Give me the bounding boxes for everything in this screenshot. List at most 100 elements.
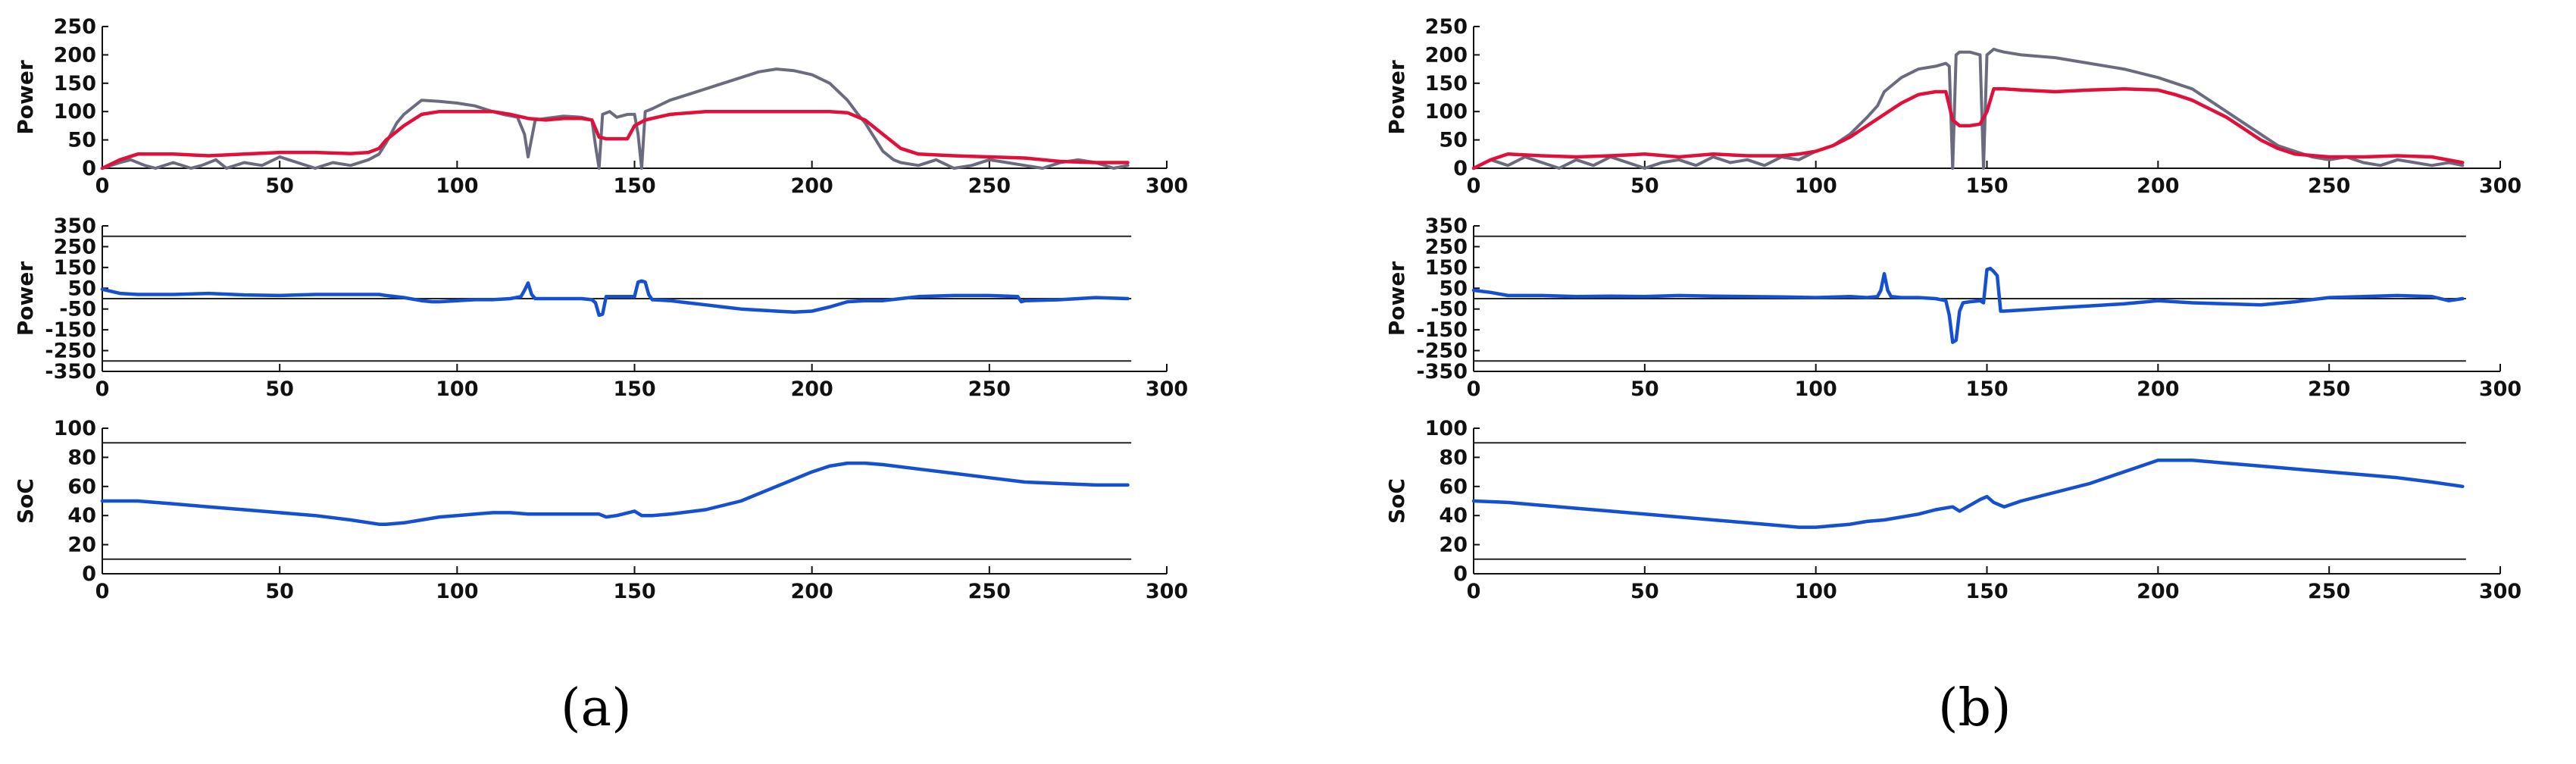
panel-a-state-of-charge-xtick-label-0: 0 — [95, 580, 110, 603]
panel-a-load-and-grid-power-xtick-label-6: 300 — [1146, 174, 1188, 198]
panel-a-battery-power-ytick-label-3: -50 — [59, 298, 96, 321]
panel-b-load-and-grid-power-xtick-label-5: 250 — [2308, 174, 2350, 198]
panel-a-battery-power-series-battery — [100, 279, 1130, 318]
panel-b-load-and-grid-power-xtick-label-4: 200 — [2137, 174, 2179, 198]
panel-a-state-of-charge-xtick-label-2: 100 — [436, 580, 478, 603]
panel-b-state-of-charge: 0 20 40 60 80 100 0 50 100 150 200 250 300 SoC — [1384, 417, 2521, 603]
panel-b-battery-power-ytick-label-0: -350 — [1416, 360, 1468, 384]
panel-b-battery-power-xtick-label-3: 150 — [1965, 377, 2008, 401]
panel-b-state-of-charge-xtick-label-4: 200 — [2137, 580, 2179, 603]
panel-a-load-and-grid-power-ytick-label-2: 100 — [54, 100, 96, 124]
panel-b-state-of-charge-ytick-label-5: 100 — [1425, 417, 1468, 440]
panel-b-load-and-grid-power-ytick-label-3: 150 — [1425, 72, 1468, 96]
panel-a-battery-power-ytick-label-5: 150 — [54, 256, 96, 280]
panel-a-load-and-grid-power-ylabel: Power — [13, 60, 38, 135]
panel-a-state-of-charge-series-soc — [100, 461, 1130, 526]
panel-a-load-and-grid-power: 0 50 100 150 200 250 0 50 100 150 200 250 300 Power — [13, 15, 1188, 198]
panel-a-load-and-grid-power-xtick-label-1: 50 — [265, 174, 294, 198]
panel-a-load-and-grid-power-ytick-label-4: 200 — [54, 43, 96, 67]
panel-b-state-of-charge-xtick-label-3: 150 — [1965, 580, 2008, 603]
panel-b-battery-power-xtick-label-0: 0 — [1467, 377, 1481, 401]
panel-b-state-of-charge-xtick-label-1: 50 — [1630, 580, 1659, 603]
panel-b-battery-power-xtick-label-1: 50 — [1630, 377, 1659, 401]
panel-label-a-text: (a) — [561, 678, 632, 738]
panel-a-battery-power-ytick-label-2: -150 — [45, 318, 96, 342]
panel-a-load-and-grid-power-xtick-label-4: 200 — [790, 174, 833, 198]
panel-a-state-of-charge-xtick-label-5: 250 — [968, 580, 1011, 603]
panel-b-state-of-charge-ytick-label-0: 0 — [1453, 562, 1468, 586]
panel-a-battery-power-xtick-label-1: 50 — [265, 377, 294, 401]
panel-b-battery-power-ytick-label-4: 50 — [1439, 277, 1468, 300]
panel-a-load-and-grid-power-series-load — [101, 67, 1130, 170]
panel-b-state-of-charge-ytick-label-2: 40 — [1439, 504, 1468, 528]
panel-a-state-of-charge-xtick-label-3: 150 — [613, 580, 655, 603]
panel-a-state-of-charge: 0 20 40 60 80 100 0 50 100 150 200 250 300 SoC — [13, 417, 1188, 603]
panel-a-battery-power-xtick-label-5: 250 — [968, 377, 1011, 401]
panel-b-state-of-charge-xtick-label-2: 100 — [1794, 580, 1837, 603]
panel-a-load-and-grid-power-xtick-label-2: 100 — [436, 174, 478, 198]
panel-label-b: (b) — [1938, 678, 2012, 738]
panel-b-load-and-grid-power-xtick-label-6: 300 — [2479, 174, 2521, 198]
panel-a-load-and-grid-power-ytick-label-0: 0 — [82, 157, 96, 180]
panel-a-battery-power-ytick-label-6: 250 — [54, 235, 96, 258]
panel-b-load-and-grid-power-xtick-label-2: 100 — [1794, 174, 1837, 198]
panel-a-load-and-grid-power-ytick-label-1: 50 — [67, 129, 96, 152]
panel-b-battery-power-ytick-label-1: -250 — [1416, 340, 1468, 363]
panel-a-state-of-charge-xtick-label-4: 200 — [790, 580, 833, 603]
panel-b-load-and-grid-power-xtick-label-0: 0 — [1467, 174, 1481, 198]
panel-a-battery-power-xtick-label-2: 100 — [436, 377, 478, 401]
panel-b-battery-power-series-battery — [1471, 266, 2465, 344]
panel-a-battery-power-xtick-label-6: 300 — [1146, 377, 1188, 401]
panel-b-state-of-charge-xtick-label-6: 300 — [2479, 580, 2521, 603]
panel-b-battery-power-xtick-label-6: 300 — [2479, 377, 2521, 401]
panel-b-battery-power-xtick-label-2: 100 — [1794, 377, 1837, 401]
panel-a-load-and-grid-power-xtick-label-5: 250 — [968, 174, 1011, 198]
panel-b-battery-power-xtick-label-5: 250 — [2308, 377, 2350, 401]
panel-a-state-of-charge-ytick-label-4: 80 — [67, 446, 96, 469]
panel-b-state-of-charge-ytick-label-4: 80 — [1439, 446, 1468, 469]
panel-a-load-and-grid-power-xtick-label-3: 150 — [613, 174, 655, 198]
panel-a-load-and-grid-power-ytick-label-3: 150 — [54, 72, 96, 96]
panel-b-state-of-charge-xtick-label-5: 250 — [2308, 580, 2350, 603]
panel-a-battery-power-xtick-label-0: 0 — [95, 377, 110, 401]
panel-b-battery-power-ylabel: Power — [1384, 261, 1409, 337]
panel-b-state-of-charge-ytick-label-3: 60 — [1439, 475, 1468, 499]
panel-b-load-and-grid-power-xtick-label-1: 50 — [1630, 174, 1659, 198]
panel-a-state-of-charge-ytick-label-2: 40 — [67, 504, 96, 528]
panel-a-load-and-grid-power-ytick-label-5: 250 — [54, 15, 96, 39]
panel-a-load-and-grid-power-series-grid — [100, 109, 1130, 171]
panel-b-battery-power-ytick-label-6: 250 — [1425, 235, 1468, 258]
panel-b-load-and-grid-power-ytick-label-1: 50 — [1439, 129, 1468, 152]
panel-a-state-of-charge-ylabel: SoC — [13, 478, 38, 524]
panel-b-battery-power-ytick-label-5: 150 — [1425, 256, 1468, 280]
panel-b-load-and-grid-power-ytick-label-4: 200 — [1425, 43, 1468, 67]
panel-b-load-and-grid-power-ytick-label-0: 0 — [1453, 157, 1468, 180]
panel-b-load-and-grid-power-ytick-label-5: 250 — [1425, 15, 1468, 39]
panel-a-load-and-grid-power-xtick-label-0: 0 — [95, 174, 110, 198]
panel-b-state-of-charge-series-soc — [1471, 458, 2465, 529]
panel-b-load-and-grid-power-series-load — [1472, 47, 2465, 170]
panel-a-battery-power-ytick-label-7: 350 — [54, 214, 96, 238]
panel-label-a: (a) — [561, 678, 632, 738]
panel-b-battery-power-xtick-label-4: 200 — [2137, 377, 2179, 401]
panel-b-load-and-grid-power-ytick-label-2: 100 — [1425, 100, 1468, 124]
panel-b-load-and-grid-power-series-grid — [1471, 87, 2465, 171]
panel-b-battery-power-ytick-label-7: 350 — [1425, 214, 1468, 238]
panel-b-battery-power-ytick-label-2: -150 — [1416, 318, 1468, 342]
panel-a-state-of-charge-xtick-label-1: 50 — [265, 580, 294, 603]
panel-b-state-of-charge-ytick-label-1: 20 — [1439, 534, 1468, 557]
panel-a-battery-power-ytick-label-0: -350 — [45, 360, 96, 384]
panel-a-state-of-charge-ytick-label-3: 60 — [67, 475, 96, 499]
panel-label-b-text: (b) — [1938, 678, 2012, 738]
panel-a-battery-power-ytick-label-1: -250 — [45, 340, 96, 363]
panel-b-load-and-grid-power-xtick-label-3: 150 — [1965, 174, 2008, 198]
panel-a-state-of-charge-ytick-label-0: 0 — [82, 562, 96, 586]
panel-b-battery-power-ytick-label-3: -50 — [1430, 298, 1468, 321]
panel-b-load-and-grid-power-ylabel: Power — [1384, 60, 1409, 135]
panel-b-load-and-grid-power: 0 50 100 150 200 250 0 50 100 150 200 250 300 Power — [1384, 15, 2521, 198]
panel-a-battery-power-ytick-label-4: 50 — [67, 277, 96, 300]
panel-b-state-of-charge-ylabel: SoC — [1384, 478, 1409, 524]
